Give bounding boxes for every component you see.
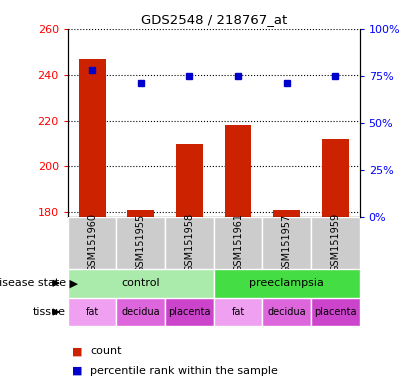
Bar [116, 298, 165, 326]
Bar [225, 125, 252, 217]
Text: tissue: tissue [33, 307, 66, 317]
Text: GSM151959: GSM151959 [330, 214, 340, 272]
Bar [273, 210, 300, 217]
Bar [214, 298, 262, 326]
Bar [311, 217, 360, 269]
Text: preeclampsia: preeclampsia [249, 278, 324, 288]
Text: GSM151958: GSM151958 [185, 214, 194, 272]
Title: GDS2548 / 218767_at: GDS2548 / 218767_at [141, 13, 287, 26]
Bar [322, 139, 349, 217]
Text: placenta: placenta [314, 307, 357, 317]
Text: control: control [122, 278, 160, 288]
Bar [116, 217, 165, 269]
Text: count: count [90, 346, 122, 356]
Text: GSM151960: GSM151960 [87, 214, 97, 272]
Text: decidua: decidua [122, 307, 160, 317]
Bar [127, 210, 154, 217]
Text: GSM151961: GSM151961 [233, 214, 243, 272]
Bar [68, 269, 214, 298]
Text: percentile rank within the sample: percentile rank within the sample [90, 366, 278, 376]
Bar [214, 217, 262, 269]
Text: fat: fat [231, 307, 245, 317]
Text: ▶: ▶ [66, 278, 78, 288]
Bar [214, 269, 360, 298]
Bar [79, 59, 106, 217]
Text: disease state: disease state [0, 278, 66, 288]
Bar [176, 144, 203, 217]
Bar [68, 298, 116, 326]
Bar [68, 217, 116, 269]
Text: GSM151955: GSM151955 [136, 213, 146, 273]
Bar [165, 298, 214, 326]
Text: GSM151957: GSM151957 [282, 213, 292, 273]
Bar [262, 298, 311, 326]
Text: ■: ■ [72, 346, 83, 356]
Text: fat: fat [85, 307, 99, 317]
Bar [262, 217, 311, 269]
Text: decidua: decidua [268, 307, 306, 317]
Text: ■: ■ [72, 366, 83, 376]
Text: placenta: placenta [168, 307, 211, 317]
Bar [311, 298, 360, 326]
Bar [165, 217, 214, 269]
